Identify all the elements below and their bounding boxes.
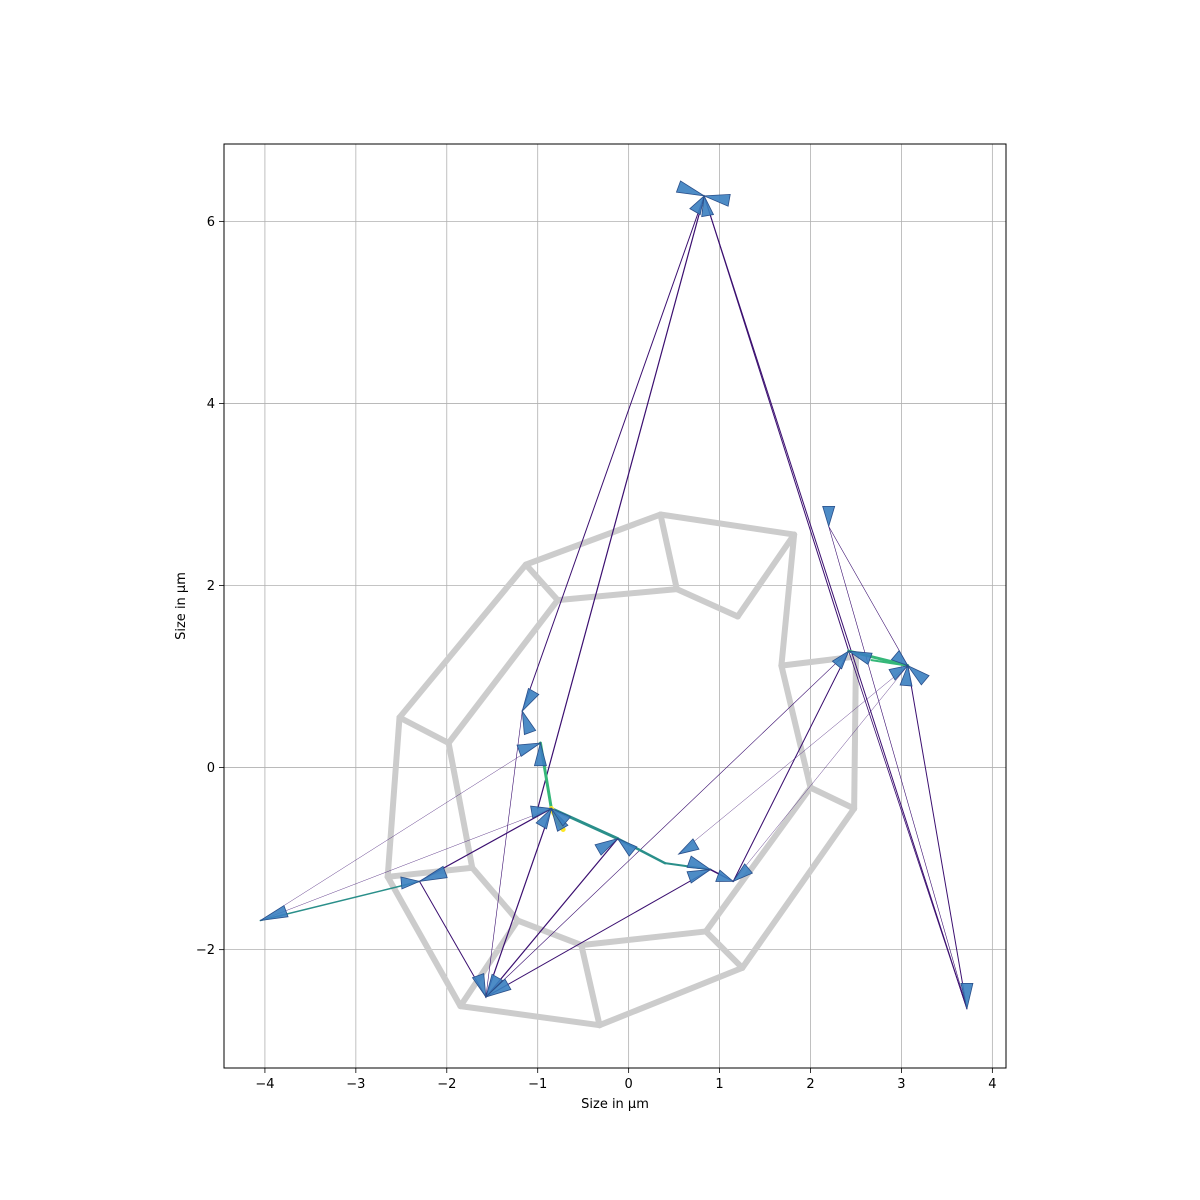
x-tick-label: 4 xyxy=(988,1077,996,1092)
y-axis-label: Size in µm xyxy=(174,572,189,640)
y-tick-label: 0 xyxy=(207,761,215,776)
x-tick-label: −1 xyxy=(528,1077,547,1092)
y-tick-label: −2 xyxy=(196,943,215,958)
x-tick-label: −4 xyxy=(255,1077,274,1092)
x-tick-label: 2 xyxy=(806,1077,814,1092)
x-tick-label: −2 xyxy=(437,1077,456,1092)
x-tick-label: 1 xyxy=(715,1077,723,1092)
y-tick-label: 6 xyxy=(207,215,215,230)
x-axis-label: Size in µm xyxy=(581,1097,649,1112)
x-tick-label: 3 xyxy=(897,1077,905,1092)
x-tick-label: 0 xyxy=(624,1077,632,1092)
x-tick-label: −3 xyxy=(346,1077,365,1092)
y-tick-label: 2 xyxy=(207,579,215,594)
mesh-segment xyxy=(854,657,856,809)
y-tick-label: 4 xyxy=(207,397,215,412)
